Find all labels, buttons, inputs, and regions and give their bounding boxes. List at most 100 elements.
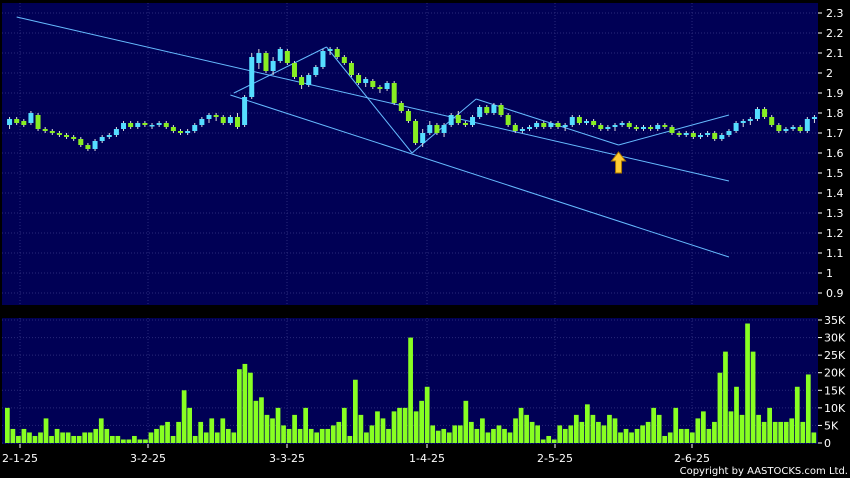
volume-bar — [579, 421, 585, 443]
volume-bar — [297, 428, 303, 443]
volume-bar — [38, 432, 43, 443]
candle-body — [626, 123, 632, 127]
volume-bar — [341, 407, 347, 443]
volume-bar — [336, 421, 342, 443]
price-axis: 2.3 2.2 2.1 2 1.9 1.8 1.7 1.6 1.5 1.4 1.3 1.2 1.1 1 0.… — [818, 7, 844, 300]
volume-bar — [248, 372, 253, 443]
volume-bar — [330, 425, 336, 443]
volume-bar — [441, 428, 447, 443]
volume-bar — [413, 411, 419, 443]
volume-bar — [93, 428, 99, 443]
volume-bar — [485, 432, 491, 443]
volume-bar — [121, 439, 126, 443]
volume-bar — [585, 404, 590, 443]
candle-body — [434, 125, 440, 133]
volume-bar — [568, 425, 574, 443]
volume-bar — [800, 421, 806, 443]
volume-bar — [706, 428, 712, 443]
candle-body — [619, 123, 625, 125]
volume-bar — [689, 432, 695, 443]
candle-body — [719, 135, 725, 139]
volume-bar — [275, 407, 281, 443]
volume-bar — [457, 425, 463, 443]
volume-bar — [109, 435, 115, 443]
volume-bar — [424, 386, 430, 443]
candle-body — [534, 123, 540, 127]
candle-body — [242, 97, 248, 125]
volume-bar — [364, 432, 369, 443]
volume-bar — [358, 414, 364, 443]
volume-bar — [728, 411, 734, 443]
price-tick-label: 1.8 — [826, 107, 844, 120]
volume-bar — [507, 432, 513, 443]
volume-bar — [739, 414, 745, 443]
candle-body — [156, 123, 162, 125]
volume-bar — [347, 435, 353, 443]
volume-bar — [551, 439, 557, 443]
candle-body — [398, 103, 404, 111]
volume-bar — [76, 435, 82, 443]
volume-bar — [192, 435, 198, 443]
volume-bar — [10, 428, 16, 443]
candle-body — [42, 129, 48, 131]
candle-body — [142, 123, 148, 125]
candle-body — [313, 67, 319, 75]
volume-bar — [607, 414, 612, 443]
price-tick-label: 0.9 — [826, 287, 844, 300]
volume-bar — [176, 421, 181, 443]
date-tick-label: 2-6-25 — [674, 452, 710, 465]
candle-body — [284, 51, 290, 63]
candle-body — [377, 87, 383, 89]
candle-body — [234, 117, 240, 127]
price-tick-label: 1.7 — [826, 127, 844, 140]
volume-tick-label: 20K — [824, 367, 846, 380]
volume-bar — [463, 400, 469, 443]
volume-bar — [557, 425, 563, 443]
volume-bar — [286, 428, 292, 443]
volume-bar — [43, 418, 49, 443]
volume-bar — [496, 425, 502, 443]
candle-body — [213, 115, 219, 117]
candle-body — [78, 139, 84, 145]
candle-body — [769, 117, 775, 125]
candle-body — [790, 127, 796, 129]
volume-bar — [623, 428, 629, 443]
candle-body — [7, 119, 13, 125]
candle-body — [135, 123, 141, 127]
volume-bar — [469, 421, 474, 443]
candle-body — [705, 133, 711, 135]
volume-bar — [789, 418, 795, 443]
candle-body — [227, 117, 233, 123]
candle-body — [455, 115, 461, 123]
candle-body — [163, 123, 169, 127]
volume-bar — [132, 435, 137, 443]
price-tick-label: 2.2 — [826, 27, 844, 40]
price-tick-label: 2.3 — [826, 7, 844, 20]
candle-body — [477, 107, 483, 117]
volume-bar — [71, 435, 77, 443]
volume-bar — [546, 435, 552, 443]
candle-body — [740, 121, 746, 123]
candle-body — [56, 133, 62, 135]
volume-bar — [640, 425, 645, 443]
volume-bar — [695, 418, 701, 443]
candle-body — [121, 123, 127, 129]
candle-body — [562, 125, 568, 127]
candle-body — [306, 75, 312, 85]
candle-body — [206, 115, 212, 119]
volume-bar — [104, 428, 110, 443]
candle-body — [92, 141, 98, 149]
copyright-credit: Copyright by AASTOCKS.com Ltd. — [680, 466, 848, 477]
volume-bar — [281, 425, 286, 443]
candle-body — [85, 145, 91, 149]
volume-bar — [325, 428, 331, 443]
volume-bar — [203, 432, 209, 443]
volume-bar — [270, 418, 275, 443]
volume-bar — [402, 407, 408, 443]
volume-bar — [645, 421, 651, 443]
candle-body — [384, 83, 390, 89]
volume-bar — [734, 386, 739, 443]
candle-body — [470, 117, 476, 125]
trendline — [16, 16, 730, 182]
candle-body — [185, 131, 191, 133]
